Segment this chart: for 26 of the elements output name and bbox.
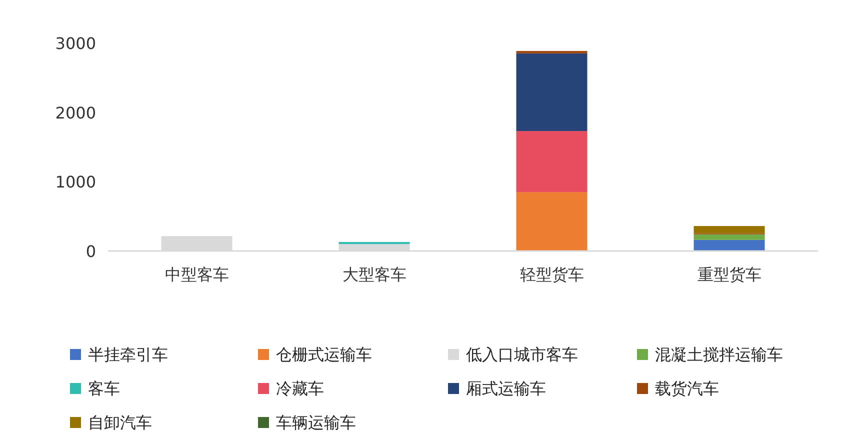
legend-item: 厢式运输车 xyxy=(448,379,546,398)
y-tick-label: 3000 xyxy=(55,34,96,53)
legend-item: 载货汽车 xyxy=(637,379,719,398)
legend-label: 厢式运输车 xyxy=(466,379,546,398)
legend-label: 自卸汽车 xyxy=(88,413,152,432)
x-tick-label: 大型客车 xyxy=(342,265,406,284)
legend-item: 自卸汽车 xyxy=(70,413,152,432)
x-tick-label: 重型货车 xyxy=(697,265,762,284)
y-tick-label: 0 xyxy=(86,242,96,261)
legend-item: 半挂牵引车 xyxy=(70,345,168,364)
legend-label: 仓栅式运输车 xyxy=(276,345,372,364)
legend-label: 冷藏车 xyxy=(276,379,324,398)
legend-item: 仓栅式运输车 xyxy=(258,345,372,364)
legend-label: 车辆运输车 xyxy=(276,413,356,432)
legend-item: 混凝土搅拌运输车 xyxy=(637,345,783,364)
y-tick-label: 2000 xyxy=(55,103,96,122)
legend-item: 客车 xyxy=(70,379,120,398)
legend-item: 低入口城市客车 xyxy=(448,345,578,364)
legend-item: 冷藏车 xyxy=(258,379,324,398)
legend-item: 车辆运输车 xyxy=(258,413,356,432)
x-tick-label: 中型客车 xyxy=(164,265,229,284)
legend-label: 半挂牵引车 xyxy=(88,345,168,364)
legend-label: 客车 xyxy=(88,379,120,398)
y-tick-label: 1000 xyxy=(55,172,96,192)
legend-label: 载货汽车 xyxy=(655,379,719,398)
x-tick-label: 轻型货车 xyxy=(520,265,584,284)
